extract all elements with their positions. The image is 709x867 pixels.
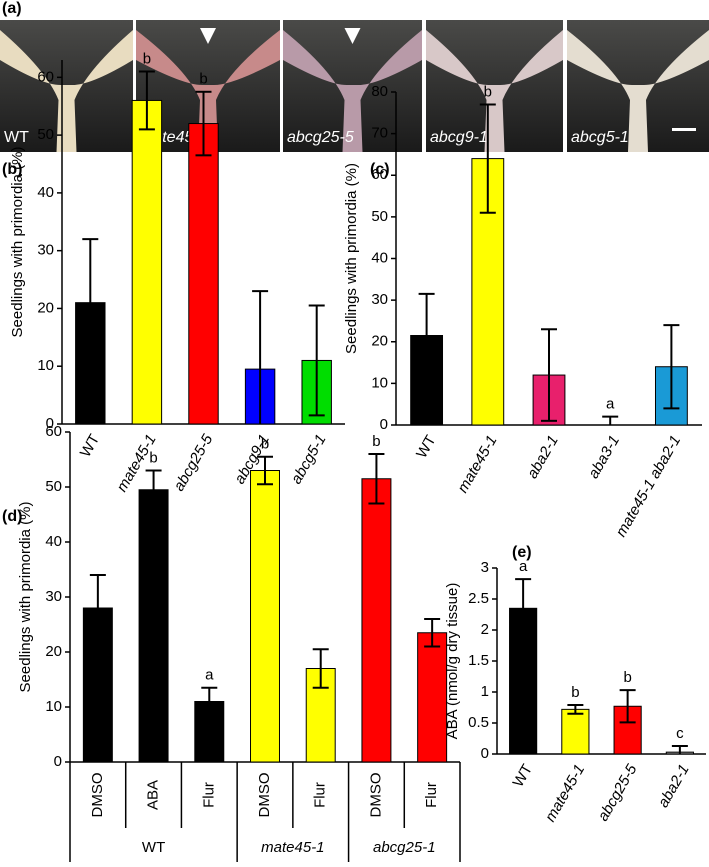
x-tick-label: aba3-1 bbox=[585, 432, 623, 481]
arrowhead bbox=[200, 28, 216, 44]
annotation: a bbox=[606, 396, 615, 413]
x-tick-label: ABA bbox=[145, 780, 162, 810]
y-tick-label: 80 bbox=[371, 83, 388, 100]
x-tick-label: aba2-1 bbox=[524, 432, 562, 481]
annotation: b bbox=[372, 433, 380, 450]
x-tick-label: mate45-1 bbox=[454, 432, 500, 495]
y-tick-label: 10 bbox=[37, 357, 54, 374]
y-axis-label: Seedlings with primordia (%) bbox=[343, 163, 360, 354]
x-tick-label: WT bbox=[413, 432, 439, 461]
bar bbox=[188, 123, 219, 425]
y-tick-label: 0 bbox=[380, 416, 388, 433]
annotation: a bbox=[205, 667, 214, 684]
x-tick-label: abcg25-5 bbox=[595, 761, 641, 824]
y-tick-label: 20 bbox=[371, 333, 388, 350]
y-tick-label: 50 bbox=[371, 208, 388, 225]
bar bbox=[250, 470, 280, 763]
y-tick-label: 1.5 bbox=[468, 652, 489, 669]
seedling bbox=[0, 30, 133, 152]
y-tick-label: 20 bbox=[45, 643, 62, 660]
arrowhead bbox=[344, 28, 361, 44]
x-tick-label: aba2-1 bbox=[655, 761, 693, 810]
x-tick-label: WT bbox=[510, 761, 536, 790]
group-label: mate45-1 bbox=[261, 839, 324, 856]
photo-label: WT bbox=[4, 129, 29, 146]
y-tick-label: 10 bbox=[371, 374, 388, 391]
y-tick-label: 2 bbox=[481, 621, 489, 638]
panel-label: (a) bbox=[2, 0, 22, 17]
x-tick-label: abcg5-1 bbox=[288, 431, 330, 486]
panel-label: (b) bbox=[2, 161, 22, 178]
y-tick-label: 0 bbox=[481, 745, 489, 762]
x-tick-label: Flur bbox=[423, 782, 440, 808]
y-tick-label: 20 bbox=[37, 299, 54, 316]
bar bbox=[417, 632, 448, 763]
y-axis-label: Seedlings with primordia (%) bbox=[9, 147, 26, 338]
group-label: WT bbox=[142, 839, 165, 856]
bar bbox=[561, 708, 590, 755]
y-tick-label: 0 bbox=[54, 753, 62, 770]
bar bbox=[361, 478, 392, 763]
photo-label: abcg5-1 bbox=[571, 129, 629, 146]
chart: (e) ABA (nmol/g dry tissue) 0 0.5 1 1.5 2 2.5 3 a… bbox=[444, 544, 706, 825]
seedling bbox=[567, 30, 709, 152]
y-tick-label: 0 bbox=[46, 415, 54, 432]
chart: (d)Seedlings with primordia (%) 0 10 20 30 40… bbox=[2, 423, 461, 862]
y-tick-label: 2.5 bbox=[468, 590, 489, 607]
x-tick-label: DMSO bbox=[367, 773, 384, 818]
y-tick-label: 40 bbox=[37, 184, 54, 201]
y-tick-label: 60 bbox=[45, 423, 62, 440]
x-tick-label: DMSO bbox=[256, 773, 273, 818]
annotation: b bbox=[261, 436, 269, 453]
annotation: b bbox=[199, 71, 207, 88]
x-tick-label: WT bbox=[77, 431, 103, 460]
y-tick-label: 30 bbox=[37, 242, 54, 259]
seedling bbox=[283, 30, 422, 152]
annotation: b bbox=[571, 684, 579, 701]
y-tick-label: 1 bbox=[481, 683, 489, 700]
annotation: b bbox=[623, 669, 631, 686]
photo-row: WT mate45-1 abcg25-5 abcg9-1 abcg5-1 bbox=[0, 20, 709, 152]
y-tick-label: 10 bbox=[45, 698, 62, 715]
y-tick-label: 50 bbox=[45, 478, 62, 495]
annotation: b bbox=[143, 51, 151, 68]
y-tick-label: 0.5 bbox=[468, 714, 489, 731]
photo-label: abcg9-1 bbox=[430, 129, 488, 146]
annotation: b bbox=[484, 83, 492, 100]
panel-label: (e) bbox=[512, 544, 532, 561]
x-tick-label: mate45-1 bbox=[542, 761, 588, 824]
y-tick-label: 30 bbox=[371, 291, 388, 308]
y-tick-label: 40 bbox=[45, 533, 62, 550]
y-tick-label: 50 bbox=[37, 126, 54, 143]
y-tick-label: 60 bbox=[37, 68, 54, 85]
bar bbox=[131, 99, 163, 425]
x-tick-label: Flur bbox=[200, 782, 217, 808]
scale-bar bbox=[672, 128, 696, 131]
y-axis-label: ABA (nmol/g dry tissue) bbox=[444, 583, 461, 740]
panel-label: (d) bbox=[2, 508, 22, 525]
x-tick-label: Flur bbox=[312, 782, 329, 808]
bar bbox=[138, 489, 169, 763]
annotation: b bbox=[149, 449, 157, 466]
y-axis-label: Seedlings with primordia (%) bbox=[17, 502, 34, 693]
y-tick-label: 70 bbox=[371, 125, 388, 142]
x-tick-label: abcg25-5 bbox=[170, 431, 216, 494]
panel-label: (c) bbox=[370, 161, 390, 178]
group-label: abcg25-1 bbox=[373, 839, 436, 856]
y-tick-label: 3 bbox=[481, 559, 489, 576]
y-tick-label: 60 bbox=[371, 166, 388, 183]
seedling bbox=[426, 30, 563, 152]
photo-label: abcg25-5 bbox=[287, 129, 354, 146]
x-tick-label: DMSO bbox=[89, 773, 106, 818]
x-tick-label: mate45-1 aba2-1 bbox=[612, 432, 684, 539]
annotation: c bbox=[676, 725, 684, 742]
annotation: a bbox=[519, 558, 528, 575]
y-tick-label: 40 bbox=[371, 249, 388, 266]
y-tick-label: 30 bbox=[45, 588, 62, 605]
